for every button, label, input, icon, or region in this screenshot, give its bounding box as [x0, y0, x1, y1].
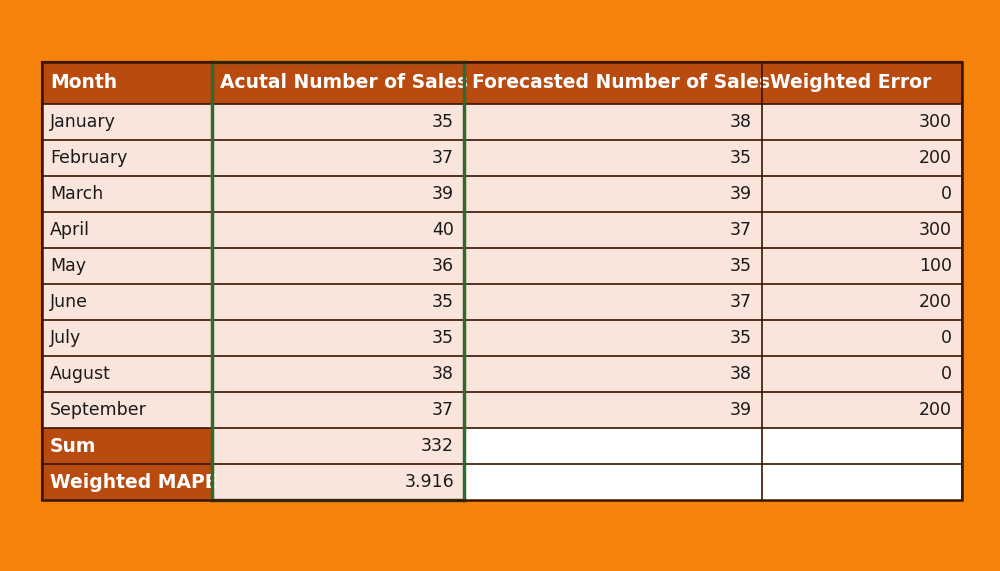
Bar — [42, 62, 962, 500]
Text: Weighted Error: Weighted Error — [770, 74, 931, 93]
Bar — [762, 176, 962, 212]
Bar — [212, 320, 464, 356]
Text: 38: 38 — [432, 365, 454, 383]
Bar — [212, 62, 464, 104]
Text: 300: 300 — [919, 221, 952, 239]
Bar — [42, 176, 212, 212]
Text: June: June — [50, 293, 88, 311]
Text: 200: 200 — [919, 149, 952, 167]
Text: 0: 0 — [941, 185, 952, 203]
Text: 37: 37 — [432, 149, 454, 167]
Bar — [762, 212, 962, 248]
Text: September: September — [50, 401, 147, 419]
Bar — [762, 320, 962, 356]
Text: 39: 39 — [432, 185, 454, 203]
Bar — [464, 284, 762, 320]
Text: Forecasted Number of Sales: Forecasted Number of Sales — [472, 74, 770, 93]
Text: May: May — [50, 257, 86, 275]
Bar — [762, 392, 962, 428]
Bar — [464, 356, 762, 392]
Bar — [42, 392, 212, 428]
Bar — [762, 248, 962, 284]
Bar — [464, 104, 762, 140]
Text: 38: 38 — [730, 365, 752, 383]
Bar — [212, 212, 464, 248]
Bar — [212, 176, 464, 212]
Text: Acutal Number of Sales: Acutal Number of Sales — [220, 74, 468, 93]
Text: 300: 300 — [919, 113, 952, 131]
Text: 35: 35 — [432, 329, 454, 347]
Bar — [762, 140, 962, 176]
Text: April: April — [50, 221, 90, 239]
Text: 38: 38 — [730, 113, 752, 131]
Text: January: January — [50, 113, 116, 131]
Text: 100: 100 — [919, 257, 952, 275]
Bar — [464, 320, 762, 356]
Text: 332: 332 — [421, 437, 454, 455]
Bar — [212, 248, 464, 284]
Text: 3.916: 3.916 — [404, 473, 454, 491]
Text: 0: 0 — [941, 365, 952, 383]
Text: August: August — [50, 365, 111, 383]
Bar — [42, 62, 212, 104]
Text: 35: 35 — [730, 257, 752, 275]
Bar — [212, 284, 464, 320]
Bar — [464, 248, 762, 284]
Text: 35: 35 — [730, 149, 752, 167]
Text: 37: 37 — [432, 401, 454, 419]
Text: July: July — [50, 329, 81, 347]
Bar — [464, 392, 762, 428]
Bar — [212, 392, 464, 428]
Bar — [762, 428, 962, 464]
Bar — [212, 428, 464, 464]
Bar — [762, 284, 962, 320]
Bar — [42, 464, 212, 500]
Bar — [42, 62, 962, 500]
Text: 200: 200 — [919, 401, 952, 419]
Text: Sum: Sum — [50, 436, 96, 456]
Text: 200: 200 — [919, 293, 952, 311]
Text: February: February — [50, 149, 127, 167]
Bar — [42, 140, 212, 176]
Bar — [762, 62, 962, 104]
Bar — [762, 104, 962, 140]
Text: 40: 40 — [432, 221, 454, 239]
Bar — [42, 212, 212, 248]
Bar — [42, 356, 212, 392]
Text: 35: 35 — [432, 113, 454, 131]
Bar — [464, 464, 762, 500]
Bar — [464, 428, 762, 464]
Text: 39: 39 — [730, 401, 752, 419]
Text: 39: 39 — [730, 185, 752, 203]
Text: March: March — [50, 185, 103, 203]
Text: Month: Month — [50, 74, 117, 93]
Bar — [42, 104, 212, 140]
Text: 35: 35 — [730, 329, 752, 347]
Text: 37: 37 — [730, 221, 752, 239]
Bar — [42, 248, 212, 284]
Bar — [212, 464, 464, 500]
Bar — [762, 356, 962, 392]
Text: 37: 37 — [730, 293, 752, 311]
Bar — [42, 320, 212, 356]
Bar — [464, 140, 762, 176]
Bar — [762, 464, 962, 500]
Text: Weighted MAPE: Weighted MAPE — [50, 472, 218, 492]
Text: 0: 0 — [941, 329, 952, 347]
Bar — [212, 104, 464, 140]
Text: 36: 36 — [432, 257, 454, 275]
Bar — [464, 176, 762, 212]
Bar — [212, 356, 464, 392]
Bar — [212, 140, 464, 176]
Text: 35: 35 — [432, 293, 454, 311]
Bar — [42, 284, 212, 320]
Bar — [464, 62, 762, 104]
Bar — [42, 428, 212, 464]
Bar — [464, 212, 762, 248]
